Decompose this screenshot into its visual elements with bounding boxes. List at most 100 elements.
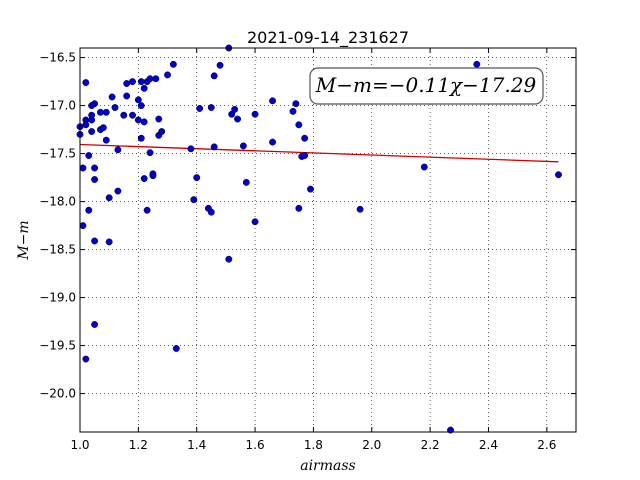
data-point [169, 60, 177, 68]
x-tick-label: 2.6 [537, 438, 556, 452]
data-point [129, 111, 136, 119]
data-point [152, 75, 160, 83]
y-tick-label: −18.0 [39, 195, 76, 209]
data-point [88, 116, 96, 124]
data-point [295, 204, 303, 212]
data-point [134, 116, 142, 124]
data-point [108, 93, 116, 101]
data-point [210, 72, 218, 80]
data-point [301, 134, 309, 142]
data-point [193, 174, 201, 182]
data-point [239, 142, 247, 150]
data-point [88, 128, 96, 135]
chart-title: 2021-09-14_231627 [247, 28, 409, 48]
data-point [91, 164, 99, 172]
y-tick-label: −18.5 [39, 243, 76, 257]
data-point [114, 187, 122, 195]
data-point [82, 355, 90, 363]
data-point [234, 115, 242, 123]
data-point [301, 152, 309, 159]
data-point [79, 164, 87, 172]
data-point [158, 128, 166, 135]
data-point [102, 108, 110, 116]
data-point [140, 84, 148, 92]
data-point [137, 102, 145, 110]
y-tick-labels: −16.5 −17.0 −17.5 −18.0 −18.5 −19.0 −19.5 −20.0 [39, 51, 76, 401]
data-point [82, 116, 90, 124]
data-point [82, 79, 90, 87]
x-tick-label: 1.8 [304, 438, 323, 452]
data-point [146, 75, 154, 83]
data-point [356, 205, 364, 213]
x-tick-labels: 1.0 1.2 1.4 1.6 1.8 2.0 2.2 2.4 2.6 [70, 438, 556, 452]
data-point [172, 345, 180, 352]
data-point [129, 78, 136, 86]
y-axis-label: M−m [16, 220, 32, 260]
data-point [210, 143, 218, 151]
data-point [269, 97, 277, 105]
data-point [155, 115, 163, 123]
data-point [164, 71, 171, 79]
y-tick-label: −19.0 [39, 291, 76, 305]
data-point [140, 118, 148, 126]
data-point [146, 149, 154, 157]
data-point [216, 61, 224, 69]
data-point [149, 170, 157, 178]
y-tick-label: −16.5 [39, 51, 76, 65]
axis-ticks [79, 48, 576, 432]
annotation-text: M−m=−0.11χ−17.29 [315, 73, 537, 97]
data-point [289, 107, 297, 115]
data-point [91, 237, 99, 245]
data-point [123, 92, 131, 100]
data-point [111, 104, 119, 111]
data-point [105, 194, 113, 202]
data-point [292, 100, 300, 108]
data-point [114, 146, 122, 154]
data-point [269, 138, 277, 146]
fit-line-group [79, 143, 559, 163]
fit-line [79, 143, 559, 163]
data-point [85, 206, 93, 214]
data-point [231, 105, 239, 113]
data-point [79, 222, 87, 230]
data-point [207, 208, 215, 216]
data-point [251, 218, 259, 226]
data-point [555, 171, 562, 179]
data-point [140, 175, 148, 183]
y-tick-label: −20.0 [39, 387, 76, 401]
plot-area [80, 48, 576, 432]
x-tick-label: 2.4 [479, 438, 498, 452]
data-point [85, 152, 93, 159]
data-point [91, 321, 99, 328]
plot-frame [79, 47, 577, 433]
x-tick-label: 1.0 [70, 438, 89, 452]
data-point [99, 124, 107, 132]
y-tick-label: −17.5 [39, 147, 76, 161]
grid [79, 48, 576, 432]
data-point [91, 176, 99, 183]
data-point [187, 145, 195, 153]
data-point [123, 80, 131, 87]
data-point [307, 185, 314, 193]
x-tick-label: 2.2 [421, 438, 440, 452]
data-point [295, 121, 303, 129]
data-point [134, 96, 142, 104]
data-point [102, 136, 110, 144]
data-point [420, 163, 428, 171]
x-tick-label: 1.4 [187, 438, 206, 452]
data-point [91, 100, 99, 108]
data-point [137, 78, 145, 86]
data-point [473, 60, 481, 68]
x-axis-label: airmass [300, 458, 356, 474]
data-point [120, 111, 128, 119]
y-tick-label: −17.0 [39, 99, 76, 113]
data-point [196, 105, 204, 112]
data-point [190, 196, 198, 204]
x-tick-label: 1.6 [246, 438, 265, 452]
data-point [251, 110, 259, 118]
data-point [225, 255, 233, 263]
annotation-frame [309, 67, 544, 105]
data-point [207, 104, 215, 111]
data-points [76, 44, 562, 434]
x-tick-label: 1.2 [129, 438, 148, 452]
